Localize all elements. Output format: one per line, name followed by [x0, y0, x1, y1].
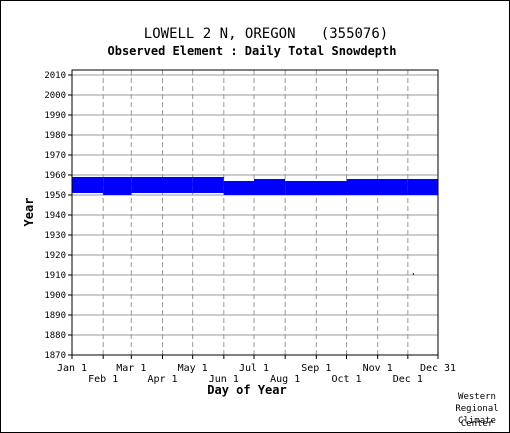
- x-tick-label: Mar 1: [116, 363, 146, 374]
- y-tick-label: 1880: [44, 331, 66, 341]
- x-tick-label: Aug 1: [270, 374, 300, 385]
- x-tick-label: Dec 1: [393, 374, 423, 385]
- y-tick-label: 1900: [44, 291, 66, 301]
- y-tick-label: 1950: [44, 191, 66, 201]
- credit-line-4: Center: [461, 419, 494, 429]
- data-block: [285, 181, 347, 195]
- x-tick-label: Feb 1: [88, 374, 118, 385]
- grid: [72, 70, 438, 356]
- y-tick-label: 1940: [44, 211, 66, 221]
- y-tick-label: 1920: [44, 251, 66, 261]
- x-tick-label: Nov 1: [363, 363, 393, 374]
- x-tick-label: Apr 1: [147, 374, 177, 385]
- y-tick-label: 1990: [44, 111, 66, 121]
- x-tick-label: Jul 1: [239, 363, 269, 374]
- x-tick-label: Dec 31: [420, 363, 456, 374]
- y-tick-label: 1910: [44, 271, 66, 281]
- y-tick-label: 2010: [44, 71, 66, 81]
- chart-title: LOWELL 2 N, OREGON (355076): [144, 26, 388, 42]
- data-block: [192, 177, 224, 193]
- data-block: [346, 179, 408, 195]
- y-tick-label: 2000: [44, 91, 66, 101]
- data-block: [131, 177, 193, 193]
- y-tick-label: 1930: [44, 231, 66, 241]
- y-tick-label: 1980: [44, 131, 66, 141]
- y-axis-ticks: 1870 1880 1890 1900 1910 1920 1930 1940 1950 1960…: [44, 71, 72, 361]
- chart-subtitle: Observed Element : Daily Total Snowdepth: [108, 44, 397, 58]
- x-tick-label: Jan 1: [57, 363, 87, 374]
- data-region: [72, 177, 438, 275]
- data-block: [103, 177, 132, 195]
- x-tick-label: May 1: [178, 363, 208, 374]
- data-block: [412, 273, 414, 275]
- wrcc-credit: Western Regional Climate Center: [455, 392, 498, 429]
- plot-area-border: [71, 69, 439, 356]
- credit-line-1: Western: [458, 392, 496, 402]
- data-block: [72, 177, 104, 193]
- x-axis-ticks: Jan 1 Mar 1 May 1 Jul 1 Sep 1 Nov 1 Dec 31 Feb …: [57, 355, 456, 385]
- y-tick-label: 1890: [44, 311, 66, 321]
- y-tick-label: 1870: [44, 351, 66, 361]
- x-axis-label: Day of Year: [207, 383, 286, 397]
- data-block: [253, 179, 286, 195]
- x-tick-label: Sep 1: [301, 363, 331, 374]
- data-block: [407, 179, 438, 195]
- y-tick-label: 1960: [44, 171, 66, 181]
- y-axis-label: Year: [22, 198, 36, 227]
- data-block: [223, 181, 254, 195]
- x-tick-label: Jun 1: [209, 374, 239, 385]
- credit-line-2: Regional: [455, 404, 498, 414]
- x-tick-label: Oct 1: [331, 374, 361, 385]
- y-tick-label: 1970: [44, 151, 66, 161]
- credit-line-3: Climate: [458, 416, 496, 426]
